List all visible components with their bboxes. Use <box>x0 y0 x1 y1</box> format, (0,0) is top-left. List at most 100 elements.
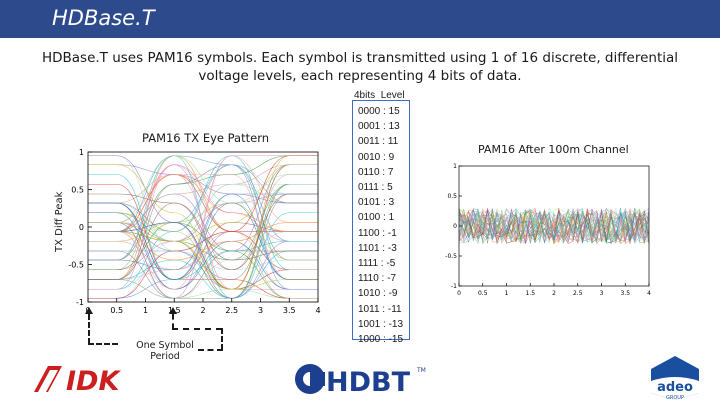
adeo-group-text: GROUP <box>666 395 684 401</box>
eye-chart-title: PAM16 TX Eye Pattern <box>142 131 270 145</box>
eye-trace <box>87 193 318 299</box>
row-bits: 1100 <box>358 227 380 239</box>
x-tick-label: 1 <box>505 290 509 297</box>
idk-logo-text: IDK <box>66 366 121 394</box>
eye-trace <box>88 193 318 280</box>
table-row: 0111 : 5 <box>358 182 393 193</box>
period-dashed-right-v <box>221 328 223 350</box>
x-tick-label: 1 <box>143 306 148 315</box>
row-separator: : <box>380 197 389 209</box>
row-bits: 1001 <box>358 318 381 330</box>
eye-trace <box>88 193 318 261</box>
period-dashed-right-h <box>172 328 222 330</box>
table-box <box>352 100 410 340</box>
row-level: -9 <box>388 288 398 300</box>
x-tick-label: 1.5 <box>525 290 535 297</box>
x-tick-label: 4 <box>647 290 651 297</box>
row-separator: : <box>379 242 388 254</box>
table-row: 1000 : -15 <box>358 334 403 345</box>
table-row: 1010 : -9 <box>358 288 398 299</box>
row-separator: : <box>380 106 389 117</box>
table-header: 4bits Level <box>354 90 405 101</box>
row-level: -13 <box>388 318 404 330</box>
row-separator: : <box>380 121 389 133</box>
row-separator: : <box>378 182 388 193</box>
table-row: 1110 : -7 <box>358 273 396 284</box>
row-bits: 0111 <box>358 182 379 193</box>
adeo-logo-text: adeo <box>657 380 693 395</box>
y-tick-label: -0.5 <box>68 261 84 270</box>
row-separator: : <box>380 318 389 330</box>
x-tick-label: 2 <box>200 306 205 315</box>
row-bits: 0010 <box>358 151 381 163</box>
channel-trace <box>458 208 650 244</box>
hdbt-tm: TM <box>416 367 426 374</box>
period-dashed-left <box>88 314 90 344</box>
x-tick-label: 3 <box>600 290 604 297</box>
table-row: 1111 : -5 <box>358 258 395 269</box>
hdbt-logo-text: HDBT <box>326 367 411 396</box>
table-row: 0001 : 13 <box>358 121 400 132</box>
row-separator: : <box>378 273 388 285</box>
row-separator: : <box>380 334 389 345</box>
table-row: 0110 : 7 <box>358 167 393 178</box>
y-tick-label: -1 <box>76 298 84 307</box>
row-bits: 1111 <box>358 258 379 269</box>
channel-traces <box>458 207 650 245</box>
channel-trace <box>458 210 650 244</box>
eye-trace <box>88 193 318 299</box>
eye-trace <box>88 202 319 290</box>
row-separator: : <box>380 288 389 300</box>
row-level: -5 <box>386 258 396 269</box>
row-level: 7 <box>387 166 394 178</box>
period-dashed-right-h2 <box>198 349 223 351</box>
channel-eye-chart: 0 0.5 1 1.5 2 2.5 3 3.5 4 1 0.5 0 -0.5 -1 <box>445 163 651 297</box>
row-level: 3 <box>388 197 395 209</box>
row-level: 1 <box>388 212 395 224</box>
row-level: -3 <box>387 242 397 254</box>
x-tick-label: 4 <box>315 306 320 315</box>
y-tick-label: 0.5 <box>71 186 84 195</box>
y-tick-label: -0.5 <box>445 253 457 260</box>
row-bits: 1010 <box>358 288 381 300</box>
period-dashed-left-h <box>88 343 118 345</box>
row-level: 11 <box>387 136 399 148</box>
channel-trace <box>458 208 650 243</box>
table-row: 0100 : 1 <box>358 212 394 223</box>
period-arrow-right <box>169 307 177 314</box>
eye-traces <box>87 155 319 299</box>
y-tick-label: 0 <box>453 223 457 230</box>
y-tick-label: 1 <box>79 148 84 157</box>
row-level: -1 <box>387 227 397 239</box>
channel-trace <box>458 209 650 244</box>
table-row: 1101 : -3 <box>358 243 397 254</box>
row-bits: 0011 <box>358 136 380 148</box>
row-bits: 0001 <box>358 121 381 133</box>
row-bits: 0110 <box>358 166 380 178</box>
channel-trace <box>458 208 650 244</box>
table-row: 0011 : 11 <box>358 136 398 147</box>
row-level: 13 <box>388 121 400 133</box>
row-bits: 1110 <box>358 273 379 285</box>
hdbt-logo: HDBT TM <box>295 364 426 396</box>
symbol-period-label: One Symbol Period <box>136 340 194 362</box>
header-level: Level <box>380 90 405 101</box>
row-separator: : <box>379 166 388 178</box>
row-bits: 1011 <box>358 303 380 315</box>
row-bits: 1101 <box>358 242 380 254</box>
table-row: 1011 : -11 <box>358 304 402 315</box>
eye-trace <box>88 164 318 290</box>
channel-trace <box>458 207 650 245</box>
x-tick-label: 3.5 <box>283 306 296 315</box>
y-tick-label: 1 <box>453 163 457 170</box>
row-separator: : <box>379 136 388 148</box>
table-row: 1100 : -1 <box>358 228 397 239</box>
row-bits: 0101 <box>358 197 381 209</box>
row-bits: 0000 <box>358 106 381 117</box>
channel-trace <box>458 208 650 245</box>
x-tick-label: 2.5 <box>573 290 583 297</box>
slide-title: HDBase.T <box>52 6 155 30</box>
eye-trace <box>88 164 318 204</box>
period-arrow-left <box>85 307 93 314</box>
eye-pattern-chart: 0 0.5 1 1.5 2 2.5 3 3.5 410.50-0.5-1 <box>68 148 320 315</box>
